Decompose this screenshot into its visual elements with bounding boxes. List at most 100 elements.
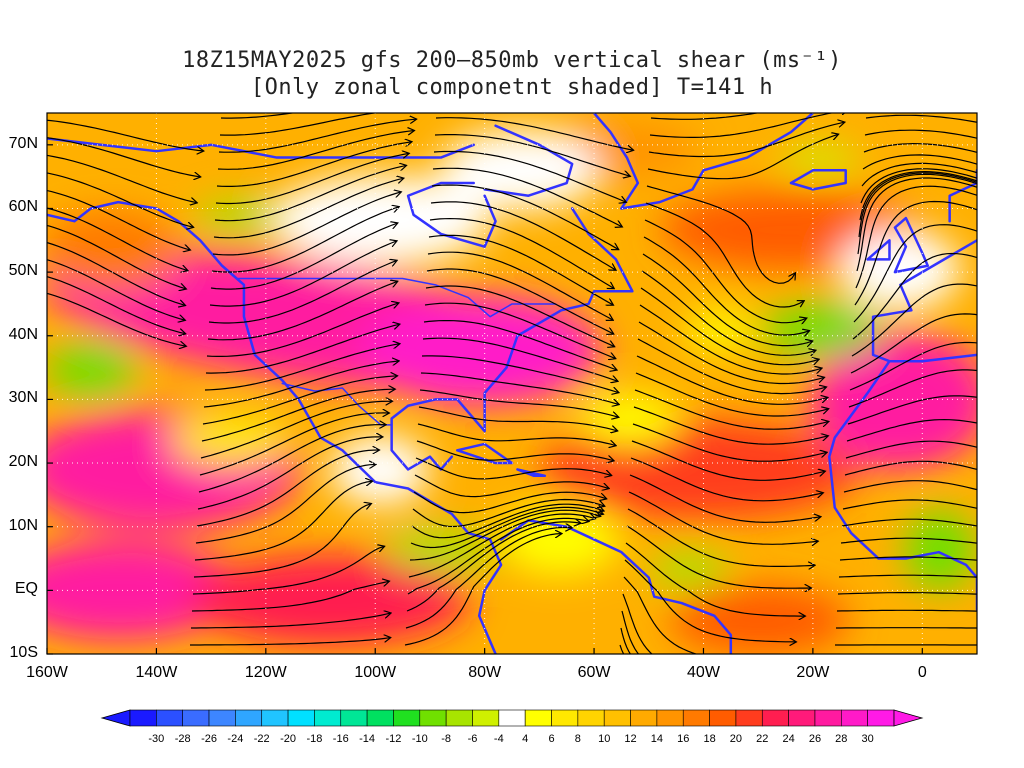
streamline [412,498,604,528]
colorbar-label: 12 [624,733,637,745]
streamline [195,465,375,544]
streamline [212,192,400,256]
lon-tick-label: 80W [468,664,502,681]
streamline [620,627,632,654]
streamline [622,593,653,654]
streamline [191,581,389,612]
streamline [425,285,614,346]
streamline [635,372,828,417]
streamline [853,224,977,323]
colorbar-swatch [709,709,737,727]
colorbar-swatch [524,709,552,727]
colorbar-swatch [314,709,342,727]
colorbar-label: -10 [411,733,428,745]
colorbar-swatch [287,709,315,727]
colorbar-label: 24 [782,733,795,745]
streamline [193,504,371,578]
colorbar-swatch [603,709,631,727]
colorbar-swatch [156,709,183,727]
streamline [858,172,977,238]
streamline [47,259,184,320]
streamline [650,113,761,120]
streamline [203,361,398,408]
streamline [426,268,613,334]
colorbar-label: 22 [756,733,769,745]
coastline-layer [47,113,977,654]
streamline [630,457,822,502]
streamline [841,518,977,527]
streamline [47,119,203,151]
colorbar-label: -14 [359,733,376,745]
streamline [856,177,977,272]
colorbar-label: 30 [861,733,874,745]
streamline [628,491,817,544]
streamline [430,201,615,270]
streamline [845,440,977,459]
streamline [406,522,580,612]
colorbar-swatch [761,709,789,727]
streamline [647,135,838,180]
lat-tick-label: 10S [9,644,38,661]
streamline [410,506,603,549]
colorbar-label: -18 [306,733,323,745]
colorbar-label: -16 [332,733,349,745]
colorbar-swatch [472,709,500,727]
lon-tick-label: 20W [796,664,830,681]
colorbar-label: -24 [227,733,244,745]
streamline [861,162,977,187]
streamline [198,425,385,493]
streamline [840,537,977,544]
axis-ticks [46,144,923,655]
colorbar-label: -4 [493,733,504,745]
colorbar-swatch [182,709,210,727]
lat-tick-label: 20N [8,453,38,471]
coastline [47,137,475,159]
streamline [839,556,977,561]
lat-tick-label: 40N [8,325,38,343]
streamline-layer [47,113,977,654]
colorbar-swatch [129,709,157,727]
streamline [836,627,977,629]
streamline [434,134,629,176]
streamline [643,236,809,335]
streamline [211,207,398,273]
streamline [215,154,408,205]
streamline [405,527,571,629]
coastline [592,113,640,210]
streamline [621,610,640,654]
streamline [625,542,804,616]
streamline [414,474,608,498]
colorbar-label: -28 [174,733,191,745]
streamline [860,168,977,204]
streamline [631,440,824,481]
streamline [214,166,406,222]
streamline [638,321,824,385]
streamline [201,389,394,442]
colorbar-label: 4 [522,733,529,745]
streamline [411,503,603,539]
streamline [624,559,795,642]
streamline [404,534,561,646]
streamline [413,491,606,514]
coastline [789,169,847,191]
streamline [47,137,200,177]
streamline [859,170,977,221]
streamline [217,131,414,170]
streamline [634,389,828,430]
colorbar-label: -6 [467,733,478,745]
map-title-line1: 18Z15MAY2025 gfs 200–850mb vertical shea… [182,48,842,73]
map-title-line2: [Only zonal componetnt shaded] T=141 h [250,75,774,100]
streamline [424,302,615,358]
streamline [415,457,611,480]
colorbar-label: -20 [280,733,297,745]
streamline [846,418,977,442]
colorbar-label: -12 [385,733,402,745]
streamline [854,200,977,306]
streamline [851,283,977,357]
lat-tick-label: 30N [8,389,38,407]
colorbar-swatch [867,709,895,727]
streamline [428,234,613,304]
streamline [636,355,827,405]
colorbar-label: 26 [808,733,822,745]
